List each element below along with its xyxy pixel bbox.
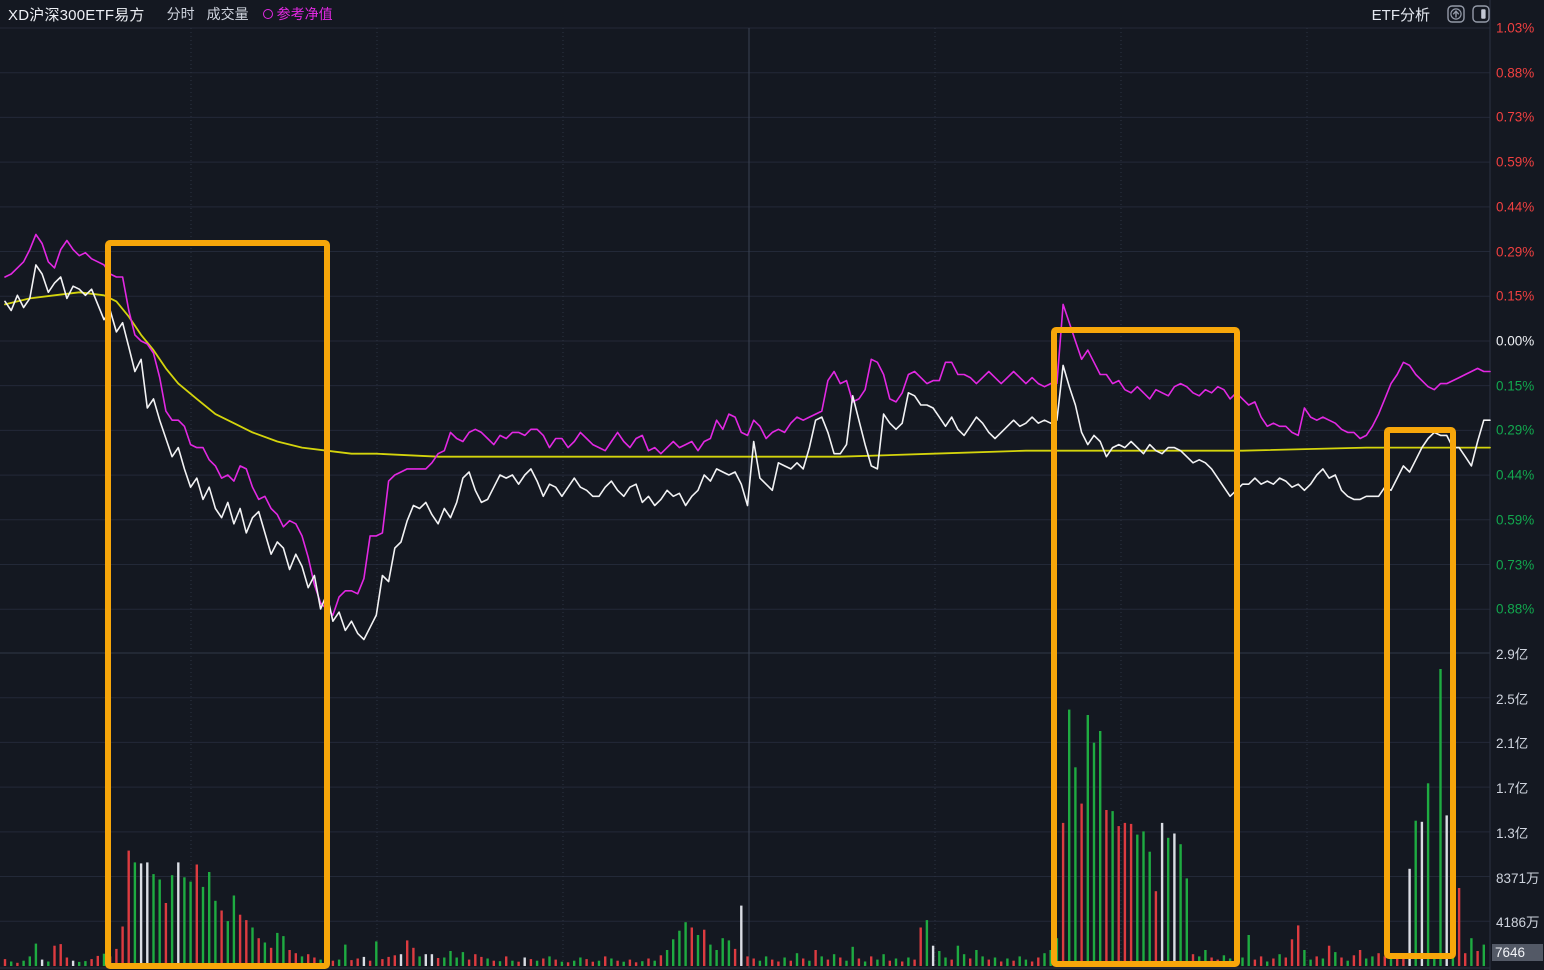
highlight-box-2 bbox=[1051, 327, 1240, 967]
instrument-title: XD沪深300ETF易方 bbox=[8, 6, 145, 24]
price-axis-label-up: 0.88% bbox=[1496, 65, 1535, 81]
header-bar: XD沪深300ETF易方 分时 成交量 参考净值 ETF分析 bbox=[0, 0, 1544, 28]
volume-axis-label: 2.1亿 bbox=[1496, 736, 1529, 752]
tab-timeshare[interactable]: 分时 bbox=[166, 6, 195, 22]
price-axis-label-up: 0.73% bbox=[1496, 109, 1535, 125]
avg-price-line bbox=[4, 291, 1491, 458]
volume-axis-label: 8371万 bbox=[1496, 870, 1540, 886]
header-right-group: ETF分析 bbox=[1372, 0, 1490, 28]
volume-floor-tag: 7646 bbox=[1492, 944, 1543, 961]
right-axis-column: 7646 1.03% 0.88% 0.73% 0.59% 0.44% 0.29% 0.15%… bbox=[1491, 0, 1544, 970]
volume-axis-label: 4186万 bbox=[1496, 915, 1540, 931]
legend-circle-icon bbox=[262, 9, 273, 19]
price-axis-label-up: 0.59% bbox=[1496, 154, 1535, 170]
price-axis-label-zero: 0.00% bbox=[1496, 333, 1535, 349]
price-axis-label-down: 0.73% bbox=[1496, 557, 1535, 573]
ref-nav-line bbox=[4, 233, 1491, 616]
tab-volume[interactable]: 成交量 bbox=[206, 6, 249, 22]
gridlines bbox=[0, 0, 1491, 970]
volume-axis-label: 1.7亿 bbox=[1496, 781, 1529, 797]
legend-ref-nav[interactable]: 参考净值 bbox=[262, 4, 333, 24]
price-axis-label-up: 0.44% bbox=[1496, 199, 1535, 215]
price-axis-label-up: 0.29% bbox=[1496, 244, 1535, 260]
highlight-box-3 bbox=[1384, 427, 1456, 959]
etf-analysis-button[interactable]: ETF分析 bbox=[1371, 6, 1430, 24]
panel-toggle-icon[interactable] bbox=[1472, 5, 1490, 23]
volume-axis-label: 2.5亿 bbox=[1496, 691, 1529, 707]
price-axis-label-down: 0.59% bbox=[1496, 512, 1535, 528]
price-axis-label-down: 0.15% bbox=[1496, 378, 1535, 394]
volume-bars bbox=[3, 669, 1485, 966]
price-line bbox=[4, 264, 1491, 641]
price-axis-label-down: 0.44% bbox=[1496, 467, 1535, 483]
price-axis-label-up: 1.03% bbox=[1496, 20, 1535, 36]
volume-axis-label: 1.3亿 bbox=[1496, 825, 1529, 841]
price-axis-label-up: 0.15% bbox=[1496, 288, 1535, 304]
highlight-box-1 bbox=[105, 240, 330, 969]
price-axis-label-down: 0.29% bbox=[1496, 422, 1535, 438]
volume-axis-label: 2.9亿 bbox=[1496, 647, 1529, 662]
legend-ref-nav-label: 参考净值 bbox=[276, 6, 333, 22]
price-axis-label-down: 0.88% bbox=[1496, 601, 1535, 617]
export-icon[interactable] bbox=[1447, 5, 1465, 23]
